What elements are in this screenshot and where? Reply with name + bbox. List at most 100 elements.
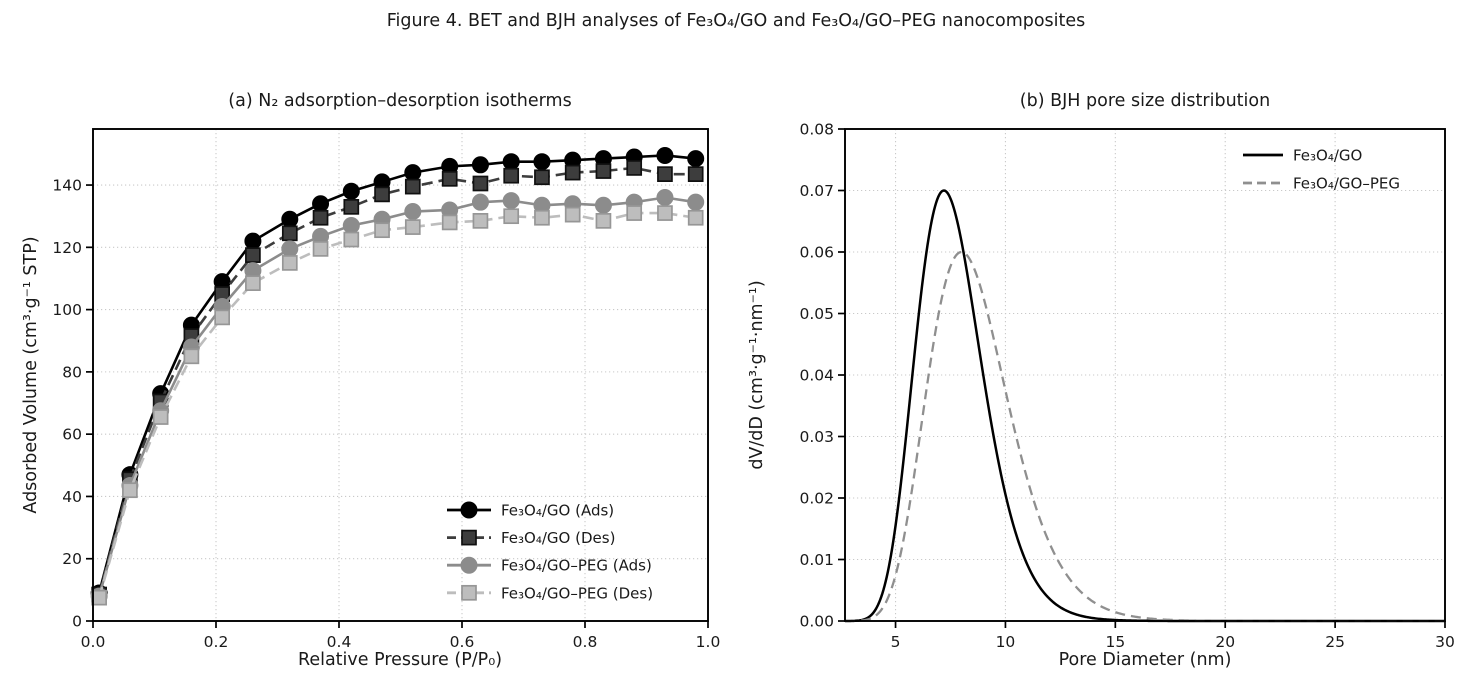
series-marker-square — [472, 213, 489, 229]
series-marker-square — [564, 164, 581, 181]
series-marker-square — [183, 348, 200, 365]
series-marker-square — [687, 209, 704, 226]
y-tick-label: 20 — [62, 550, 82, 568]
series-marker-square — [626, 205, 643, 221]
figure-title: Figure 4. BET and BJH analyses of Fe₃O₄/… — [386, 11, 1086, 31]
legend-marker-square — [461, 529, 477, 546]
legend-item-label: Fe₃O₄/GO–PEG (Des) — [501, 584, 653, 602]
legend-item-label: Fe₃O₄/GO–PEG (Ads) — [501, 557, 652, 575]
series-marker-square — [441, 170, 458, 187]
series-marker-square — [441, 214, 458, 231]
x-tick-label: 0.4 — [327, 633, 352, 651]
x-tick-label: 25 — [1325, 633, 1345, 651]
series-marker-square — [152, 409, 169, 425]
series-marker-square — [595, 213, 612, 229]
series-marker-circle — [502, 192, 520, 210]
y-tick-label: 80 — [62, 363, 82, 381]
legend-marker-circle — [460, 501, 478, 519]
x-tick-label: 5 — [891, 633, 901, 651]
series-marker-square — [534, 169, 550, 186]
x-tick-label: 15 — [1105, 633, 1125, 651]
x-tick-label: 0.8 — [573, 633, 598, 651]
x-tick-label: 1.0 — [696, 633, 721, 651]
y-tick-label: 0.03 — [799, 428, 834, 446]
y-tick-label: 0.08 — [799, 121, 834, 139]
series-marker-square — [343, 198, 360, 215]
series-marker-square — [312, 241, 329, 257]
series-marker-square — [687, 166, 704, 183]
y-tick-label: 0.00 — [799, 613, 834, 631]
series-marker-circle — [342, 182, 360, 200]
bjh-y-axis-label: dV/dD (cm³·g⁻¹·nm⁻¹) — [747, 280, 767, 470]
series-marker-square — [91, 589, 108, 606]
isotherm-y-axis-label: Adsorbed Volume (cm³·g⁻¹ STP) — [21, 236, 41, 514]
x-tick-label: 0.0 — [81, 633, 106, 651]
y-tick-label: 0.04 — [799, 367, 834, 385]
y-tick-label: 0.05 — [799, 305, 834, 323]
series-marker-square — [657, 205, 673, 221]
x-tick-label: 10 — [996, 633, 1016, 651]
series-marker-square — [626, 160, 643, 176]
series-marker-circle — [594, 196, 612, 214]
series-marker-square — [564, 206, 581, 223]
y-tick-label: 120 — [52, 239, 82, 257]
series-marker-square — [595, 163, 612, 179]
series-marker-square — [404, 219, 421, 235]
series-marker-circle — [404, 203, 422, 221]
y-tick-label: 40 — [62, 488, 82, 506]
series-marker-square — [374, 186, 390, 203]
series-marker-square — [534, 209, 550, 226]
x-tick-label: 30 — [1435, 633, 1455, 651]
series-marker-circle — [244, 232, 262, 250]
series-marker-circle — [687, 193, 705, 211]
series-marker-square — [281, 225, 298, 242]
series-marker-circle — [404, 164, 422, 182]
legend-marker-square — [461, 584, 477, 601]
series-marker-square — [343, 231, 360, 248]
series-marker-circle — [687, 150, 705, 168]
series-marker-square — [374, 222, 390, 239]
series-marker-circle — [281, 240, 299, 258]
series-marker-square — [281, 255, 298, 271]
legend-item-label: Fe₃O₄/GO (Des) — [501, 529, 615, 547]
y-tick-label: 0 — [72, 613, 82, 631]
y-tick-label: 140 — [52, 177, 82, 195]
panel-b-title: (b) BJH pore size distribution — [1019, 91, 1271, 111]
legend-item-label: Fe₃O₄/GO (Ads) — [501, 502, 614, 520]
series-marker-circle — [533, 153, 551, 171]
series-marker-circle — [342, 217, 360, 235]
series-marker-square — [214, 309, 230, 326]
bjh-x-axis-label: Pore Diameter (nm) — [1058, 650, 1232, 670]
series-marker-square — [503, 208, 520, 225]
legend-item-label: Fe₃O₄/GO — [1293, 147, 1362, 165]
series-marker-square — [122, 482, 138, 499]
series-line — [97, 211, 696, 599]
series-marker-circle — [281, 210, 299, 228]
panel-a-title: (a) N₂ adsorption–desorption isotherms — [228, 91, 572, 111]
isotherm-x-axis-label: Relative Pressure (P/P₀) — [297, 650, 503, 670]
x-tick-label: 0.2 — [204, 633, 229, 651]
series-marker-square — [245, 247, 261, 263]
series-marker-circle — [312, 195, 330, 213]
series-marker-square — [312, 209, 329, 226]
legend-marker-circle — [460, 556, 478, 574]
series-marker-square — [404, 178, 421, 195]
series-marker-square — [472, 175, 489, 192]
y-tick-label: 0.02 — [799, 490, 834, 508]
series-marker-square — [503, 167, 520, 184]
y-tick-label: 60 — [62, 426, 82, 444]
x-tick-label: 0.6 — [450, 633, 475, 651]
series-marker-circle — [471, 193, 489, 211]
y-tick-label: 0.07 — [799, 182, 834, 200]
y-tick-label: 100 — [52, 301, 82, 319]
series-marker-square — [245, 275, 261, 291]
y-tick-label: 0.01 — [799, 551, 834, 569]
y-tick-label: 0.06 — [799, 244, 834, 262]
series-marker-circle — [656, 146, 674, 164]
series-marker-square — [657, 166, 673, 183]
axis-spine — [92, 128, 709, 622]
x-tick-label: 20 — [1215, 633, 1235, 651]
series-marker-circle — [471, 156, 489, 174]
